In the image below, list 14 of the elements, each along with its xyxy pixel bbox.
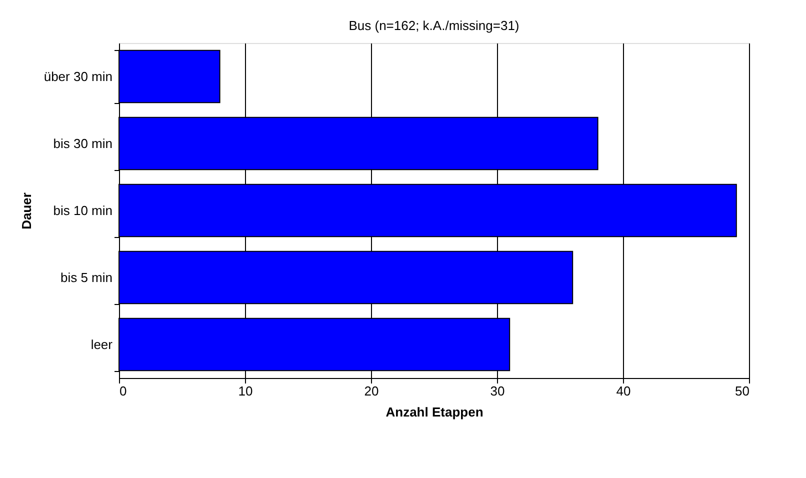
x-tick-label: 40 — [616, 384, 631, 398]
x-tick-label: 20 — [364, 384, 379, 398]
x-tick-label: 30 — [490, 384, 505, 398]
x-tick-label: 10 — [238, 384, 253, 398]
y-tick-label: leer — [90, 337, 114, 352]
y-tick-label: bis 30 min — [53, 136, 112, 151]
y-tick-label: über 30 min — [44, 69, 112, 84]
y-tick-label: bis 10 min — [53, 203, 112, 218]
y-tick-label: bis 5 min — [60, 270, 112, 285]
chart-title: Bus (n=162; k.A./missing=31) — [348, 18, 520, 33]
x-axis-title: Anzahl Etappen — [386, 404, 484, 420]
y-axis-title: Dauer — [18, 192, 34, 230]
x-tick-label: 50 — [735, 384, 750, 398]
x-tick-label: 0 — [120, 384, 127, 398]
